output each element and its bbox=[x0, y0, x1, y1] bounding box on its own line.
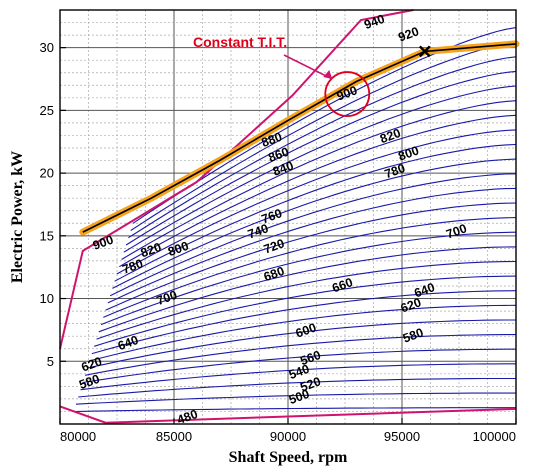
contour-line bbox=[125, 70, 516, 246]
contour-label: 580 bbox=[77, 372, 101, 392]
x-tick-label: 90000 bbox=[270, 429, 306, 444]
contour-line bbox=[100, 231, 516, 326]
contour-line bbox=[84, 334, 516, 376]
y-tick-label: 30 bbox=[40, 40, 54, 55]
contour-line bbox=[109, 173, 516, 297]
grid bbox=[60, 10, 516, 424]
contour-line bbox=[119, 114, 516, 268]
contour-label: 900 bbox=[335, 83, 359, 103]
contour-label: 540 bbox=[287, 362, 311, 382]
contour-label: 780 bbox=[121, 256, 145, 276]
x-tick-label: 85000 bbox=[156, 429, 192, 444]
contour-line bbox=[91, 290, 516, 355]
contour-label: 700 bbox=[444, 221, 468, 241]
contour-line bbox=[78, 377, 516, 398]
contour-line bbox=[87, 319, 516, 369]
contour-label: 760 bbox=[260, 206, 284, 226]
contour-label: 680 bbox=[262, 264, 286, 284]
y-tick-label: 15 bbox=[40, 228, 54, 243]
contour-label: 840 bbox=[271, 159, 295, 179]
x-tick-label: 95000 bbox=[384, 429, 420, 444]
contour-label: 620 bbox=[79, 354, 103, 374]
contour-label: 560 bbox=[298, 348, 322, 368]
contour-line bbox=[98, 246, 516, 333]
contour-line bbox=[112, 158, 516, 289]
contour-labels: 9409209008808608408208007807607407207006… bbox=[77, 12, 469, 427]
contour-line bbox=[80, 363, 516, 391]
y-tick-label: 5 bbox=[47, 354, 54, 369]
contour-line bbox=[116, 129, 516, 275]
annotation-arrow bbox=[283, 54, 333, 80]
contour-line bbox=[114, 143, 516, 282]
contour-line bbox=[128, 56, 516, 239]
contour-label: 920 bbox=[396, 24, 420, 44]
contour-label: 500 bbox=[287, 387, 311, 407]
lower-boundary-line bbox=[59, 405, 517, 424]
contour-label: 860 bbox=[266, 145, 290, 165]
star-marker bbox=[418, 45, 431, 58]
contour-label: 620 bbox=[399, 295, 423, 315]
contour-label: 520 bbox=[298, 374, 322, 394]
contour-line bbox=[121, 100, 516, 260]
contour-label: 580 bbox=[401, 325, 425, 345]
x-axis-title: Shaft Speed, rpm bbox=[229, 449, 348, 466]
contour-label: 720 bbox=[262, 236, 286, 256]
boundary-lines bbox=[59, 9, 517, 424]
contour-label: 660 bbox=[330, 275, 354, 295]
contour-line bbox=[103, 217, 516, 318]
y-tick-label: 10 bbox=[40, 291, 54, 306]
annotation-label: Constant T.I.T. bbox=[193, 34, 287, 50]
contour-lines bbox=[73, 27, 516, 413]
contour-line bbox=[107, 187, 516, 304]
contour-label: 900 bbox=[91, 233, 115, 253]
contour-label: 880 bbox=[260, 130, 284, 150]
x-tick-label: 80000 bbox=[60, 429, 96, 444]
contour-line bbox=[123, 85, 516, 253]
y-tick-label: 25 bbox=[40, 103, 54, 118]
contour-label: 640 bbox=[116, 333, 140, 353]
highlight-line bbox=[79, 40, 520, 236]
contour-label: 820 bbox=[378, 126, 402, 146]
contour-line bbox=[105, 202, 516, 311]
upper-boundary-line bbox=[59, 9, 414, 349]
axis-ticks: 80000 85000 90000 95000 100000 5 10 15 20 25 30 bbox=[40, 40, 517, 444]
contour-label: 940 bbox=[362, 12, 386, 32]
contour-label: 700 bbox=[155, 288, 179, 308]
contour-label: 800 bbox=[396, 143, 420, 163]
contour-label: 480 bbox=[175, 407, 199, 427]
x-tick-label: 100000 bbox=[473, 429, 516, 444]
contour-label: 780 bbox=[383, 161, 407, 181]
contour-line bbox=[94, 275, 516, 347]
annotation-arrowhead bbox=[323, 70, 333, 80]
y-axis-title: Electric Power, kW bbox=[9, 151, 26, 283]
contour-label: 800 bbox=[166, 239, 190, 259]
annotation-circle bbox=[324, 71, 371, 117]
contour-line bbox=[89, 304, 516, 362]
contour-label: 640 bbox=[412, 280, 436, 300]
contour-label: 820 bbox=[139, 240, 163, 260]
contour-line bbox=[96, 260, 516, 340]
annotation: Constant T.I.T. bbox=[193, 34, 371, 117]
y-tick-label: 20 bbox=[40, 166, 54, 181]
contour-line bbox=[75, 392, 516, 405]
contour-line bbox=[73, 407, 516, 413]
contour-line bbox=[82, 348, 516, 384]
contour-line bbox=[130, 41, 516, 231]
contour-label: 740 bbox=[246, 221, 270, 241]
contour-label: 600 bbox=[294, 320, 318, 340]
